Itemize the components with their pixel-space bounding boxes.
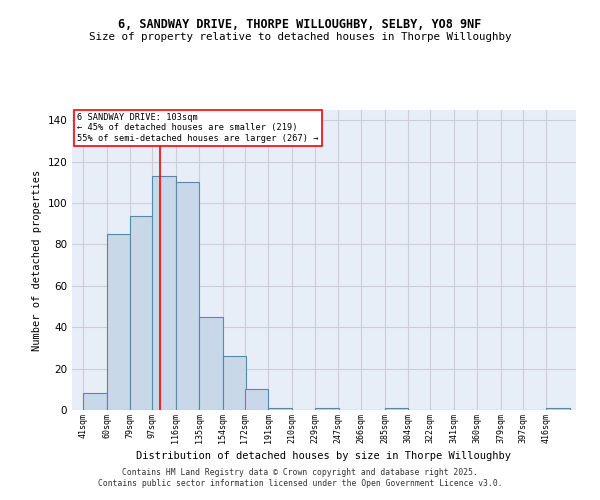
Text: 6, SANDWAY DRIVE, THORPE WILLOUGHBY, SELBY, YO8 9NF: 6, SANDWAY DRIVE, THORPE WILLOUGHBY, SEL… <box>118 18 482 30</box>
Bar <box>199 317 223 410</box>
Bar <box>385 408 408 410</box>
Y-axis label: Number of detached properties: Number of detached properties <box>32 170 42 350</box>
Text: 6 SANDWAY DRIVE: 103sqm
← 45% of detached houses are smaller (219)
55% of semi-d: 6 SANDWAY DRIVE: 103sqm ← 45% of detache… <box>77 113 319 143</box>
Bar <box>547 408 570 410</box>
Bar <box>107 234 130 410</box>
Bar <box>130 216 154 410</box>
Text: Size of property relative to detached houses in Thorpe Willoughby: Size of property relative to detached ho… <box>89 32 511 42</box>
Bar <box>223 356 246 410</box>
Bar <box>268 408 292 410</box>
Bar <box>176 182 199 410</box>
Bar <box>245 390 268 410</box>
Bar <box>152 176 176 410</box>
X-axis label: Distribution of detached houses by size in Thorpe Willoughby: Distribution of detached houses by size … <box>137 451 511 461</box>
Bar <box>316 408 339 410</box>
Text: Contains HM Land Registry data © Crown copyright and database right 2025.
Contai: Contains HM Land Registry data © Crown c… <box>98 468 502 487</box>
Bar <box>83 394 107 410</box>
